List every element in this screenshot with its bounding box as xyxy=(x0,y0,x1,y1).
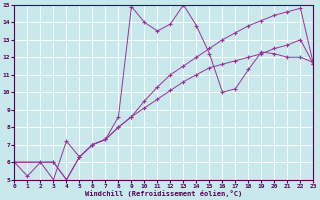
X-axis label: Windchill (Refroidissement éolien,°C): Windchill (Refroidissement éolien,°C) xyxy=(85,190,243,197)
